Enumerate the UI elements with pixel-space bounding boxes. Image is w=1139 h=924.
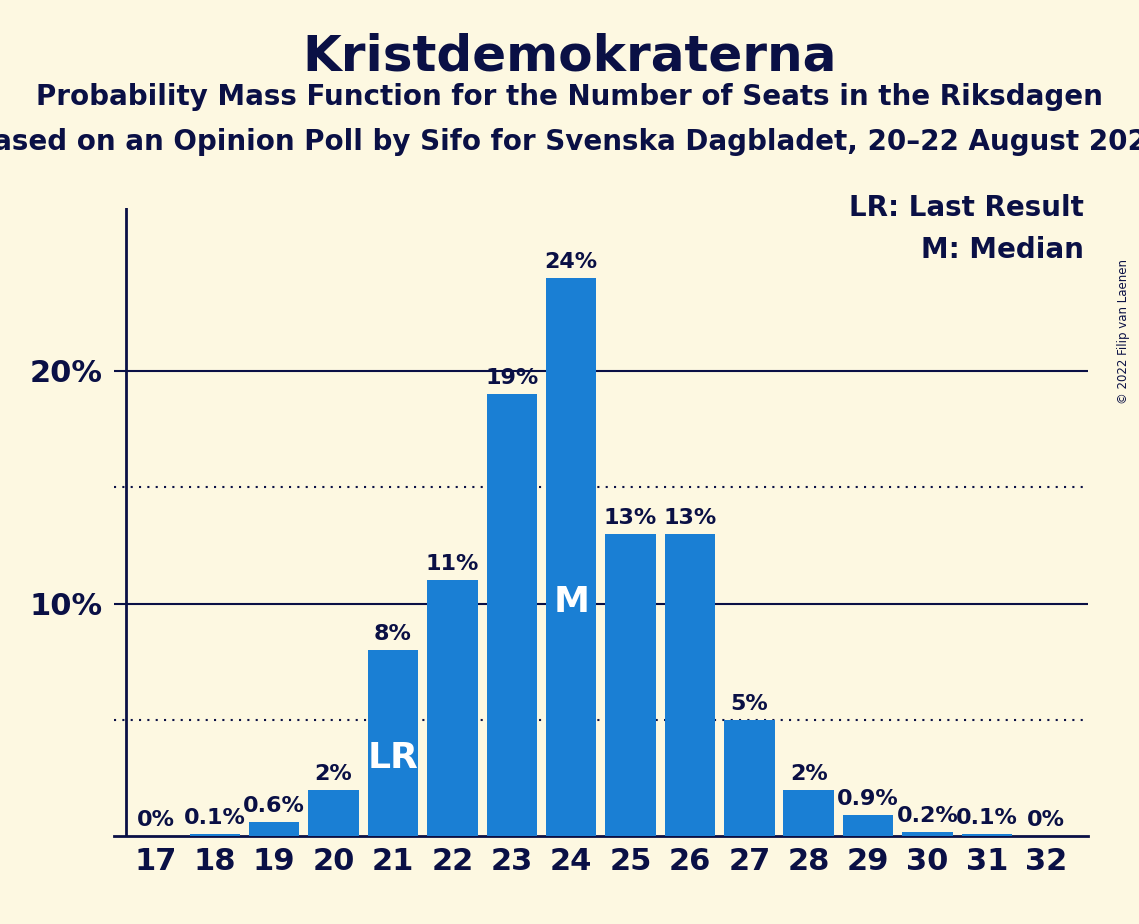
- Text: 0.1%: 0.1%: [956, 808, 1018, 828]
- Text: 19%: 19%: [485, 369, 539, 388]
- Bar: [724, 720, 775, 836]
- Text: Probability Mass Function for the Number of Seats in the Riksdagen: Probability Mass Function for the Number…: [36, 83, 1103, 111]
- Text: 0%: 0%: [1027, 810, 1065, 831]
- Bar: [249, 822, 300, 836]
- Text: 0.6%: 0.6%: [244, 796, 305, 817]
- Bar: [486, 394, 536, 836]
- Text: 13%: 13%: [663, 508, 716, 528]
- Text: 0.2%: 0.2%: [896, 806, 958, 826]
- Bar: [902, 832, 952, 836]
- Bar: [605, 534, 656, 836]
- Text: 0.1%: 0.1%: [183, 808, 246, 828]
- Text: 2%: 2%: [789, 764, 828, 784]
- Text: 5%: 5%: [730, 694, 768, 714]
- Text: © 2022 Filip van Laenen: © 2022 Filip van Laenen: [1117, 259, 1130, 404]
- Text: 2%: 2%: [314, 764, 352, 784]
- Bar: [784, 790, 834, 836]
- Text: LR: Last Result: LR: Last Result: [850, 194, 1084, 222]
- Text: 0.9%: 0.9%: [837, 789, 899, 809]
- Bar: [665, 534, 715, 836]
- Bar: [427, 580, 477, 836]
- Text: 0%: 0%: [137, 810, 174, 831]
- Text: M: Median: M: Median: [921, 236, 1084, 263]
- Bar: [843, 815, 893, 836]
- Text: 8%: 8%: [374, 625, 412, 644]
- Bar: [546, 278, 597, 836]
- Text: 11%: 11%: [426, 554, 480, 575]
- Text: 13%: 13%: [604, 508, 657, 528]
- Text: M: M: [554, 585, 589, 619]
- Bar: [961, 833, 1013, 836]
- Bar: [189, 833, 240, 836]
- Text: Based on an Opinion Poll by Sifo for Svenska Dagbladet, 20–22 August 2022: Based on an Opinion Poll by Sifo for Sve…: [0, 128, 1139, 155]
- Text: Kristdemokraterna: Kristdemokraterna: [302, 32, 837, 80]
- Text: LR: LR: [368, 741, 418, 775]
- Text: 24%: 24%: [544, 252, 598, 272]
- Bar: [309, 790, 359, 836]
- Bar: [368, 650, 418, 836]
